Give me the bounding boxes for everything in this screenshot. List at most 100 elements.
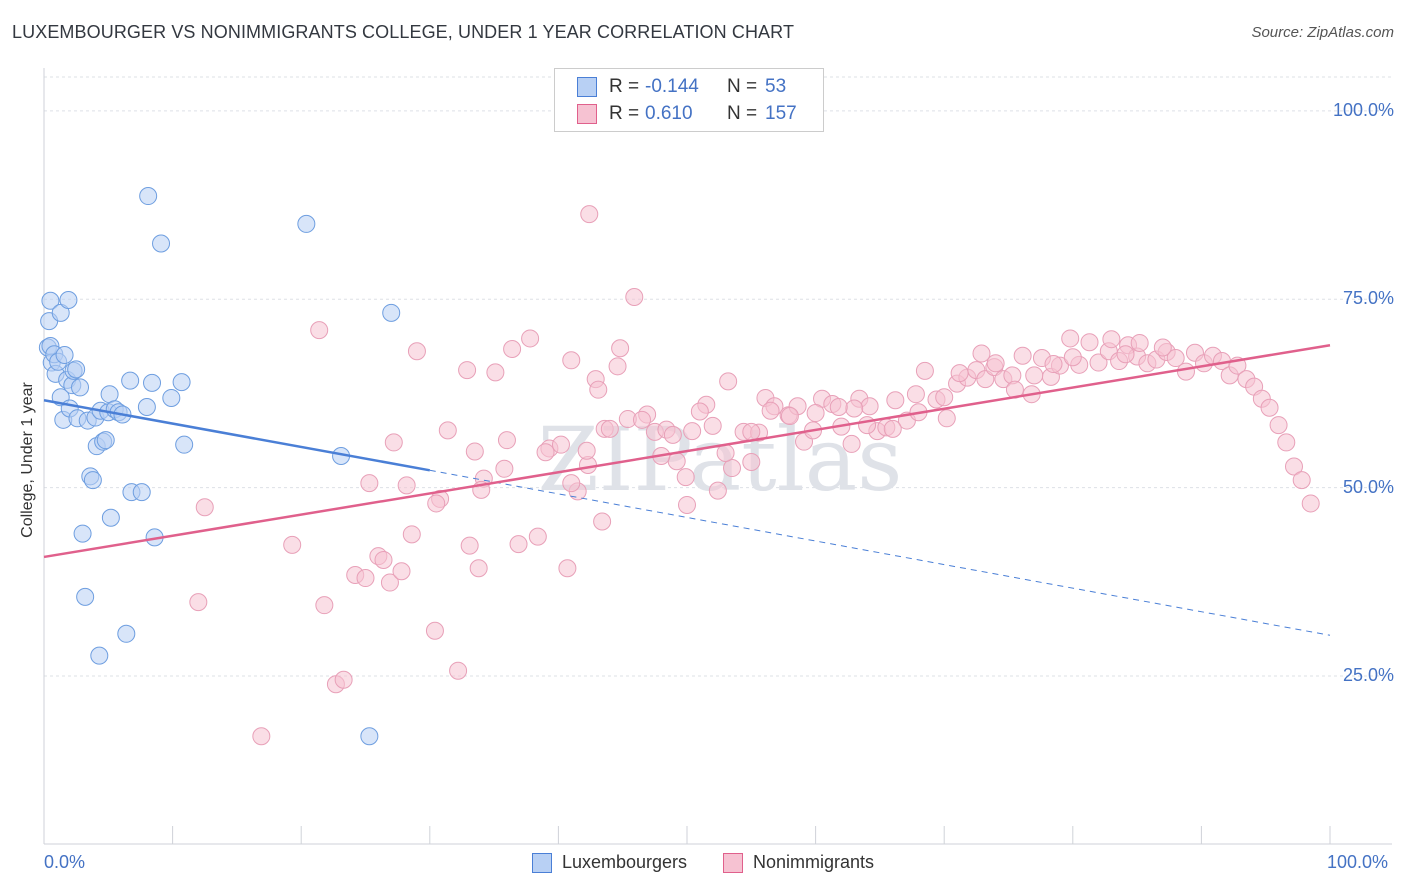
data-point [402,525,421,544]
data-point [625,288,644,307]
data-point [143,373,162,392]
data-point [117,624,136,643]
data-point [76,587,95,606]
data-point [1063,348,1082,367]
data-point [937,409,956,428]
data-point [842,434,861,453]
data-point [360,474,379,493]
data-point [742,453,761,472]
y-tick-label: 100.0% [1332,99,1394,120]
data-point [761,401,780,420]
data-point [356,569,375,588]
data-point [663,425,682,444]
data-point [536,443,555,462]
data-point [716,443,735,462]
series-legend: Luxembourgers Nonimmigrants [0,852,1406,873]
data-point [189,593,208,612]
legend-row-luxembourgers: R = -0.144 N = 53 [577,74,786,100]
data-point [384,433,403,452]
data-point [1292,471,1311,490]
data-point [438,421,457,440]
legend-r-label: R = [609,76,640,97]
data-point [509,535,528,554]
data-point [1153,338,1172,357]
data-point [310,321,329,340]
data-point [486,363,505,382]
data-point [562,474,581,493]
data-point [374,550,393,569]
x-tick-label-max: 100.0% [1327,852,1389,872]
data-point [676,468,695,487]
y-tick-label: 75.0% [1342,288,1394,309]
data-point [121,371,140,390]
y-tick-label: 25.0% [1342,664,1394,685]
data-point [1102,330,1121,349]
data-point [858,416,877,435]
legend-n-label: N = [727,103,758,124]
data-point [382,303,401,322]
luxembourgers-points [38,187,401,746]
data-point [742,422,761,441]
nonimmigrants-trend-line [43,343,1331,559]
legend-item-luxembourgers[interactable]: Luxembourgers [531,852,688,873]
data-point [71,378,90,397]
legend-item-nonimmigrants[interactable]: Nonimmigrants [723,852,874,873]
data-point [690,402,709,421]
data-point [906,385,925,404]
data-point [397,476,416,495]
data-point [297,214,316,233]
data-point [1301,494,1320,513]
data-point [1277,433,1296,452]
data-point [1269,416,1288,435]
data-point [935,388,954,407]
data-point [708,481,727,500]
data-point [137,398,156,417]
legend-r-value: -0.144 [645,76,699,97]
legend-n-value: 53 [765,76,787,97]
data-point [915,361,934,380]
data-point [1130,333,1149,352]
data-point [972,344,991,363]
data-point [883,419,902,438]
data-point [950,364,969,383]
data-point [315,596,334,615]
data-point [139,187,158,206]
data-point [1061,329,1080,348]
data-point [1116,345,1135,364]
data-point [562,351,581,370]
data-point [678,495,696,514]
data-point [469,559,488,578]
data-point [577,441,596,460]
axes [43,68,1392,845]
data-point [558,559,577,578]
data-point [495,459,514,478]
data-point [55,346,74,365]
data-point [59,291,78,310]
data-point [41,291,60,310]
data-point [986,354,1005,373]
data-point [600,419,619,438]
x-tick-label-min: 0.0% [44,852,86,872]
data-point [1260,398,1279,417]
legend-swatch-pink [577,104,597,124]
data-point [101,508,120,527]
data-point [886,391,905,410]
data-point [608,357,627,376]
data-point [132,483,151,502]
data-point [195,498,214,517]
legend-row-nonimmigrants: R = 0.610 N = 157 [577,101,797,127]
data-point [83,471,102,490]
legend-n-value: 157 [765,103,797,124]
data-point [252,727,271,746]
data-point [1013,346,1032,365]
data-point [283,535,302,554]
stats-legend: R = -0.144 N = 53 R = 0.610 N = 157 [554,68,824,132]
data-point [632,410,651,429]
chart-title: LUXEMBOURGER VS NONIMMIGRANTS COLLEGE, U… [12,22,795,42]
legend-label: Luxembourgers [561,852,688,872]
data-point [976,370,995,389]
data-point [425,621,444,640]
data-point [73,524,92,543]
legend-swatch-blue [577,77,597,97]
